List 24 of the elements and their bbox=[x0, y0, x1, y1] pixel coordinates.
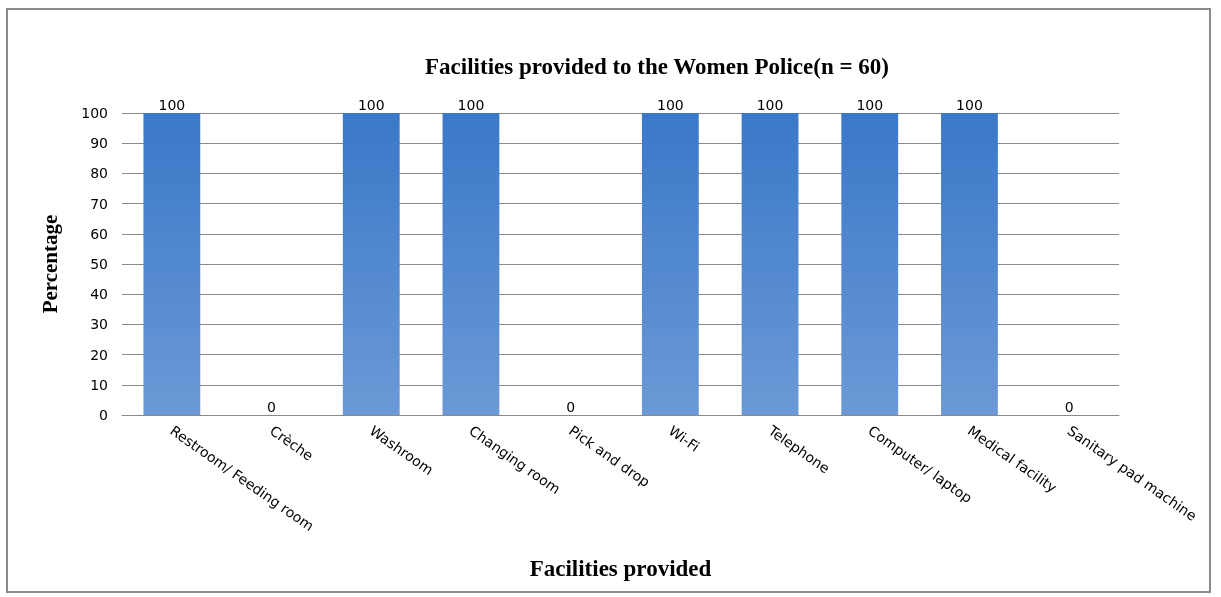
x-axis-title: Facilities provided bbox=[529, 556, 712, 581]
data-label: 100 bbox=[856, 97, 884, 113]
y-tick-label: 30 bbox=[90, 316, 108, 333]
y-tick-label: 0 bbox=[99, 407, 108, 423]
y-tick-label: 20 bbox=[90, 346, 108, 363]
y-tick-label: 50 bbox=[90, 256, 108, 272]
y-tick-label: 70 bbox=[90, 195, 108, 212]
y-tick-label: 60 bbox=[90, 225, 108, 242]
y-tick-label: 80 bbox=[90, 165, 108, 182]
data-label: 100 bbox=[158, 97, 186, 113]
y-axis-title: Percentage bbox=[37, 214, 62, 314]
data-label: 100 bbox=[756, 97, 784, 113]
data-label: 100 bbox=[457, 97, 485, 113]
data-label: 0 bbox=[267, 399, 277, 415]
chart-title: Facilities provided to the Women Police(n = 60) bbox=[425, 54, 889, 79]
y-tick-label: 40 bbox=[90, 286, 108, 303]
y-tick-label: 100 bbox=[81, 105, 108, 121]
data-label: 0 bbox=[1064, 399, 1074, 415]
data-label: 100 bbox=[956, 97, 983, 113]
y-tick-label: 10 bbox=[90, 376, 108, 393]
data-label: 100 bbox=[656, 97, 684, 113]
data-label: 100 bbox=[357, 97, 385, 113]
y-tick-label: 90 bbox=[90, 135, 108, 152]
data-label: 0 bbox=[566, 399, 576, 415]
